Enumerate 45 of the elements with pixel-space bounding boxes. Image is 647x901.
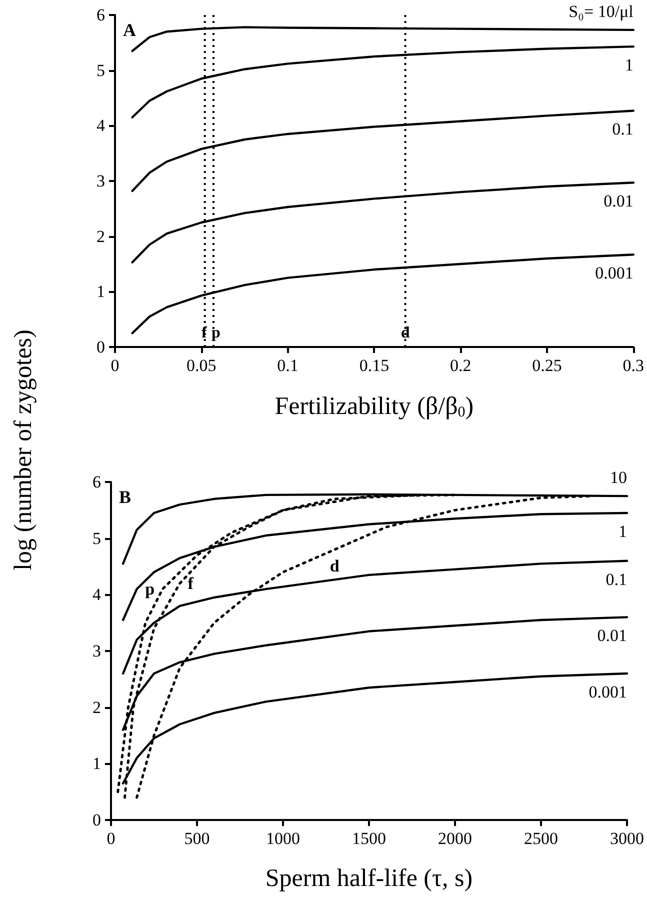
annotation: B [119, 487, 132, 507]
y-tick-label: 2 [92, 698, 101, 717]
x-tick-label: 0.2 [450, 356, 472, 375]
series-label: 1 [618, 522, 627, 541]
x-tick-label: 0.25 [532, 356, 562, 375]
x-tick-label: 0 [110, 356, 120, 375]
y-tick-label: 1 [96, 282, 105, 302]
x-tick-label: 2500 [524, 829, 558, 848]
y-tick-label: 5 [96, 60, 105, 80]
series-label: 0.01 [604, 192, 634, 211]
series-label: 1 [624, 56, 634, 75]
x-tick-label: 0.15 [359, 356, 390, 375]
series-label: 0.01 [597, 626, 627, 646]
x-tick-label: 1500 [352, 829, 386, 848]
series-label: d [330, 556, 340, 576]
x-tick-label: 1000 [266, 829, 300, 848]
x-tick-label: 500 [184, 829, 210, 848]
annotation: A [123, 20, 136, 40]
x-tick-label: 0.05 [186, 356, 216, 375]
y-tick-label: 4 [92, 585, 102, 604]
y-tick-label: 4 [96, 116, 106, 136]
series-label: 0.001 [595, 264, 634, 283]
y-tick-label: 0 [96, 338, 105, 356]
y-tick-label: 2 [96, 226, 105, 246]
y-axis-title: log (number of zygotes) [10, 330, 38, 570]
y-tick-label: 0 [92, 810, 101, 830]
x-tick-label: 3000 [610, 829, 644, 848]
x-tick-label: 0.3 [622, 356, 644, 375]
y-tick-label: 3 [96, 172, 105, 190]
series-label: 10 [610, 468, 627, 488]
y-tick-label: 5 [92, 528, 101, 548]
x-tick-label: 2000 [438, 829, 472, 848]
y-tick-label: 6 [96, 6, 105, 24]
series-label: f [188, 574, 194, 593]
ref-line-label: d [400, 324, 410, 342]
series-label: 0.1 [606, 570, 627, 589]
series-label: 0.1 [612, 120, 634, 139]
y-tick-label: 1 [92, 754, 101, 774]
series-label: S₀= 10/μl [568, 2, 634, 21]
x-tick-label: 0.1 [277, 356, 298, 375]
y-tick-label: 3 [92, 642, 101, 660]
series-label: 0.001 [588, 682, 627, 702]
y-tick-label: 6 [92, 472, 101, 492]
series-label: p [145, 580, 155, 599]
x-axis-title: Sperm half-life (τ, s) [265, 865, 473, 892]
